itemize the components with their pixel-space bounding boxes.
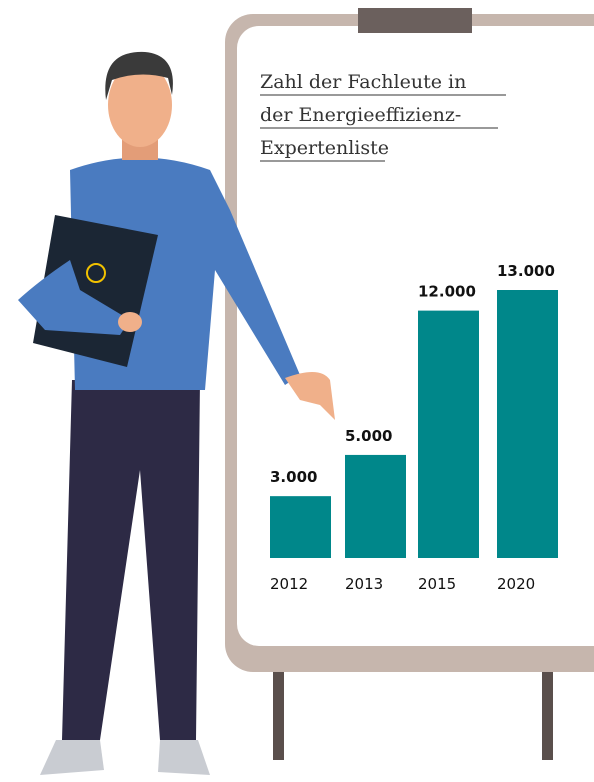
x-tick-label: 2013: [345, 575, 383, 593]
infographic: Zahl der Fachleute in der Energieeffizie…: [0, 0, 594, 782]
shoe: [40, 740, 104, 775]
board-clip: [358, 8, 472, 33]
x-tick-label: 2015: [418, 575, 456, 593]
x-tick-label: 2020: [497, 575, 535, 593]
value-label: 3.000: [270, 468, 317, 486]
trousers: [62, 380, 200, 740]
hand: [118, 312, 142, 332]
easel-leg: [542, 660, 553, 760]
bar: [345, 455, 406, 558]
easel-leg: [273, 660, 284, 760]
value-label: 13.000: [497, 262, 555, 280]
bar: [418, 311, 479, 558]
title-line: Expertenliste: [260, 137, 389, 159]
x-tick-label: 2012: [270, 575, 308, 593]
bar: [270, 496, 331, 558]
title-line: der Energieeffizienz-: [260, 104, 461, 126]
bar: [497, 290, 558, 558]
page: Zahl der Fachleute in der Energieeffizie…: [0, 0, 594, 782]
title-line: Zahl der Fachleute in: [260, 71, 466, 93]
shoe: [158, 740, 210, 775]
value-label: 5.000: [345, 427, 392, 445]
value-label: 12.000: [418, 283, 476, 301]
